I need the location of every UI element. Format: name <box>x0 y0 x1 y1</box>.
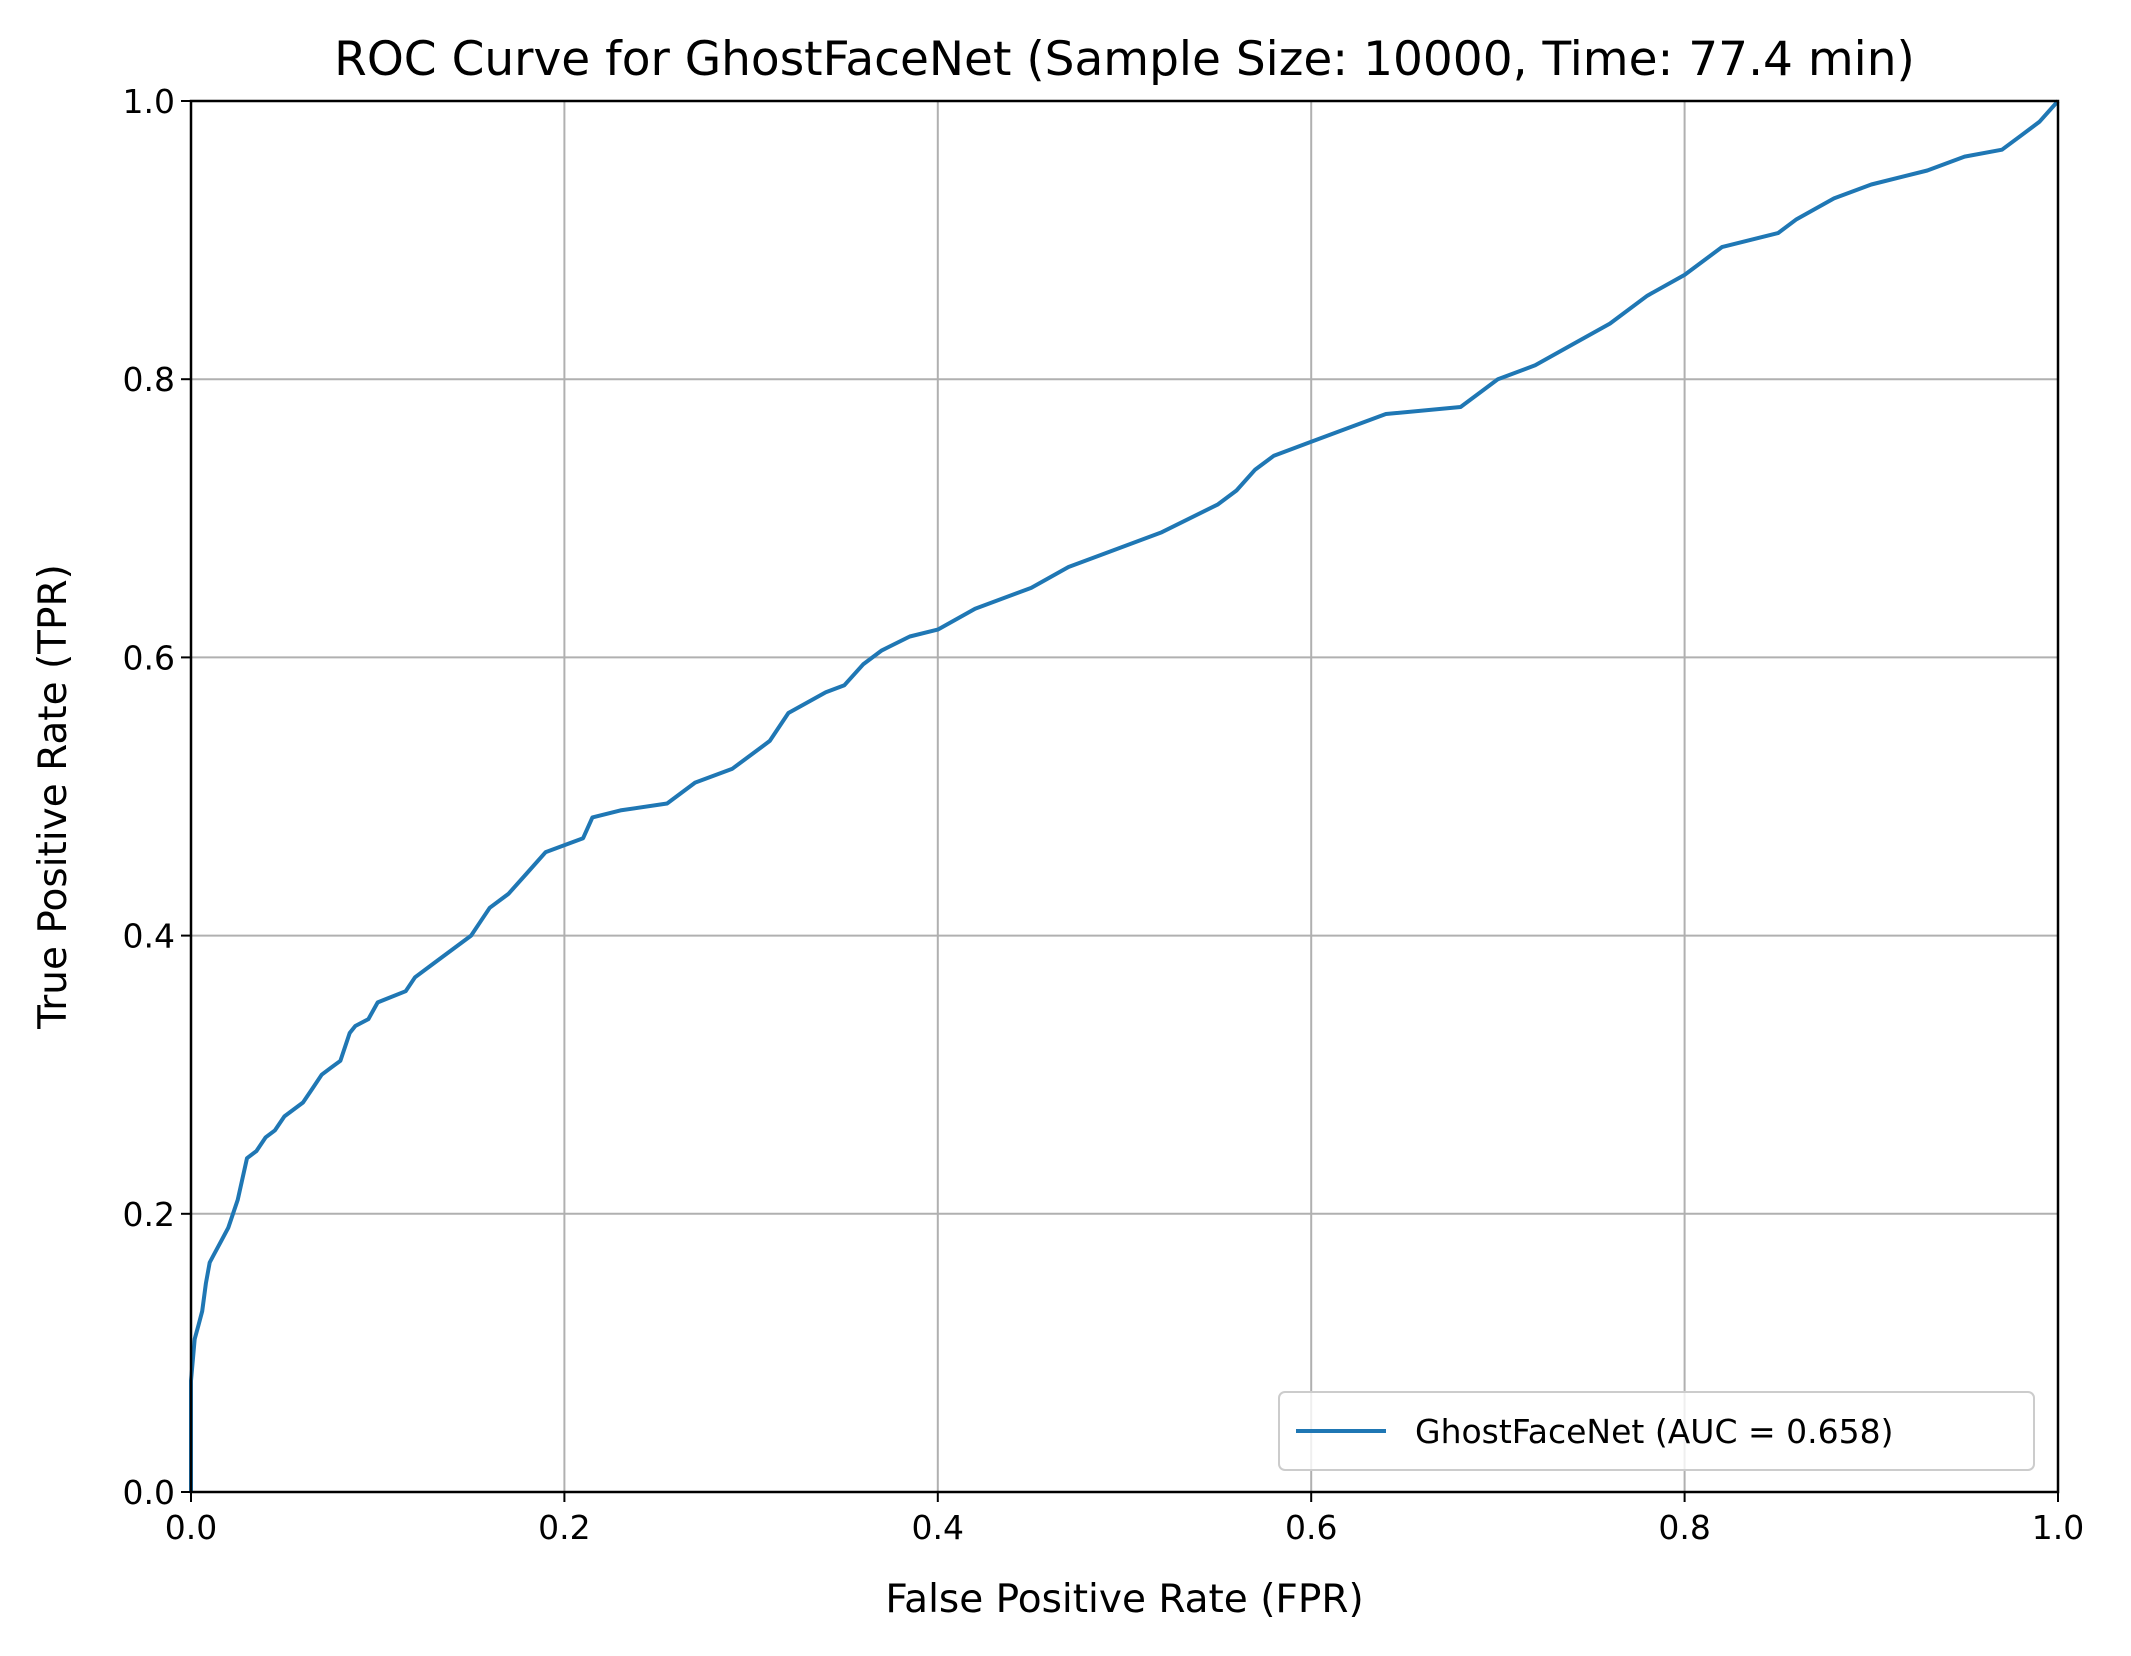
x-tick-label: 1.0 <box>2032 1508 2084 1547</box>
chart-title: ROC Curve for GhostFaceNet (Sample Size:… <box>334 32 1915 87</box>
y-tick-label: 1.0 <box>123 82 175 121</box>
y-tick-label: 0.2 <box>123 1195 175 1234</box>
y-tick-label: 0.4 <box>123 917 175 956</box>
legend-box <box>1278 1391 2035 1471</box>
y-tick-label: 0.8 <box>123 360 175 399</box>
axis-ticks: 0.0 0.2 0.4 0.6 0.8 1.0 0.0 0.2 0.4 0.6 0.8 1.0 <box>123 82 2085 1547</box>
roc-curve-line <box>189 99 2060 1492</box>
grid-lines <box>190 100 2059 1493</box>
x-tick-label: 0.6 <box>1285 1508 1337 1547</box>
y-tick-label: 0.6 <box>123 638 175 677</box>
y-tick-label: 0.0 <box>123 1473 175 1512</box>
x-tick-label: 0.8 <box>1658 1508 1710 1547</box>
x-tick-label: 0.4 <box>912 1508 964 1547</box>
series-layer <box>189 99 2060 1492</box>
legend: GhostFaceNet (AUC = 0.658) <box>1278 1391 2035 1471</box>
x-tick-label: 0.2 <box>538 1508 590 1547</box>
x-tick-label: 0.0 <box>165 1508 217 1547</box>
legend-label: GhostFaceNet (AUC = 0.658) <box>1415 1412 1893 1451</box>
x-axis-label: False Positive Rate (FPR) <box>885 1577 1363 1622</box>
plot-frame <box>189 99 2060 1494</box>
y-axis-label: True Positive Rate (TPR) <box>31 564 76 1030</box>
